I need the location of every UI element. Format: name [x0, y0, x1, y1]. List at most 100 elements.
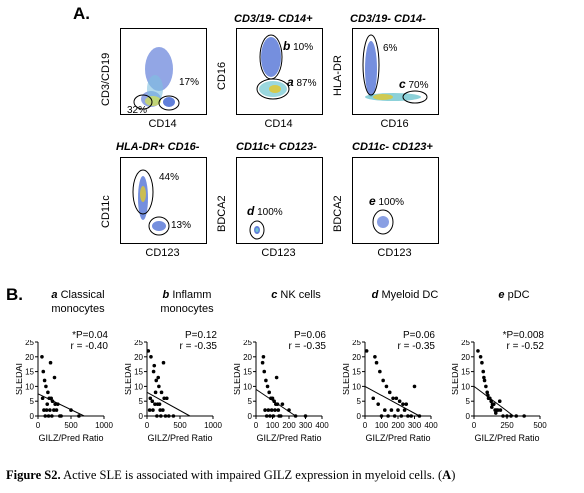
data-point — [397, 399, 402, 403]
data-point — [373, 355, 377, 359]
y-tick-label: 0 — [139, 412, 144, 421]
gate-ellipse — [249, 220, 265, 240]
figure-caption: Figure S2. Active SLE is associated with… — [6, 468, 456, 482]
data-point — [270, 396, 275, 401]
scatter-title-letter: d — [371, 289, 379, 301]
data-point — [371, 396, 376, 401]
x-tick-label: 1000 — [95, 421, 113, 430]
gate-ellipse — [158, 95, 180, 111]
x-tick-label: 100 — [266, 421, 280, 430]
data-point — [271, 414, 276, 418]
data-point — [158, 408, 162, 412]
flow-plot-3-xlabel: CD16 — [380, 118, 409, 130]
x-axis-label: GILZ/Pred Ratio — [365, 433, 430, 443]
y-tick-label: 25 — [25, 340, 34, 347]
data-point — [41, 369, 46, 374]
flow-plot-5-gate-d: d 100% — [247, 204, 283, 218]
data-point — [498, 408, 503, 412]
flow-plot-2: b 10% a 87% — [236, 28, 323, 115]
y-tick-label: 10 — [25, 382, 34, 391]
x-tick-label: 0 — [36, 421, 41, 430]
x-tick-label: 1000 — [204, 421, 222, 430]
x-tick-label: 500 — [533, 421, 547, 430]
data-point — [149, 355, 153, 359]
y-axis-label: SLEDAI — [452, 363, 460, 395]
panel-a-label: A. — [73, 4, 90, 23]
flow-plot-1: 17% 32% — [120, 28, 207, 115]
data-point — [159, 390, 164, 395]
x-axis-label: GILZ/Pred Ratio — [38, 433, 103, 443]
r-value: r = -0.35 — [288, 341, 326, 352]
data-point — [394, 396, 399, 401]
p-value: *P=0.04 — [72, 330, 108, 341]
scatter-title-text: Classical monocytes — [51, 289, 105, 315]
data-point — [273, 408, 277, 412]
y-tick-label: 5 — [466, 397, 471, 406]
data-point — [265, 384, 270, 389]
data-point — [153, 402, 157, 406]
scatter-e-title: e pDC — [464, 288, 564, 302]
data-point — [171, 414, 176, 418]
data-point — [401, 402, 405, 406]
flow-plot-3-ylabel: HLA-DR — [332, 55, 344, 96]
x-tick-label: 0 — [363, 421, 368, 430]
flow-plot-6-ylabel: BDCA2 — [332, 195, 344, 232]
flow-plot-4: 44% 13% — [120, 157, 207, 244]
y-tick-label: 15 — [243, 368, 252, 377]
data-point — [262, 369, 267, 374]
flow-plot-5-title: CD11c+ CD123- — [236, 141, 317, 153]
flow-plot-2-gate-b: b 10% — [283, 39, 314, 53]
y-tick-label: 20 — [25, 353, 34, 362]
data-point — [50, 414, 54, 418]
flow-plot-4-scatter — [132, 169, 170, 236]
data-point — [485, 390, 489, 395]
data-point — [376, 402, 380, 406]
scatter-title-text: Myeloid DC — [378, 289, 439, 301]
data-point — [478, 355, 483, 359]
data-point — [264, 414, 269, 418]
data-point — [492, 402, 496, 406]
gate-ellipse — [402, 90, 428, 104]
data-point — [493, 411, 498, 415]
flow-plot-6-title: CD11c- CD123+ — [352, 141, 433, 153]
r-value: r = -0.35 — [397, 341, 435, 352]
regression-line — [37, 393, 85, 417]
y-tick-label: 5 — [139, 397, 144, 406]
x-tick-label: 500 — [173, 421, 187, 430]
x-tick-label: 100 — [375, 421, 389, 430]
x-tick-label: 200 — [391, 421, 405, 430]
data-point — [484, 384, 488, 389]
panel-b-label: B. — [6, 285, 23, 304]
flow-plot-1-scatter — [133, 47, 180, 111]
data-point — [52, 375, 57, 380]
flow-plot-5-scatter — [249, 220, 265, 240]
x-tick-label: 0 — [254, 421, 259, 430]
data-point — [266, 408, 271, 412]
data-point — [153, 390, 158, 395]
data-point — [147, 408, 152, 412]
data-point — [409, 414, 413, 418]
regression-line — [146, 391, 191, 417]
data-point — [404, 402, 409, 406]
data-point — [44, 384, 48, 389]
data-point — [482, 378, 487, 383]
data-point — [59, 414, 63, 418]
gate-ellipse — [132, 169, 154, 215]
data-point — [406, 414, 410, 418]
data-point — [45, 402, 50, 406]
data-point — [260, 360, 265, 365]
data-point — [514, 414, 519, 418]
data-point — [161, 408, 165, 412]
data-point — [417, 414, 422, 418]
flow-plot-6-xlabel: CD123 — [377, 247, 412, 259]
data-point — [402, 408, 407, 412]
flow-plot-4-gate-1-pct: 44% — [159, 172, 180, 183]
y-tick-label: 15 — [25, 368, 34, 377]
flow-plot-6-scatter — [372, 209, 394, 235]
data-point — [263, 408, 267, 412]
r-value: r = -0.52 — [506, 341, 544, 352]
data-point — [148, 396, 153, 401]
data-point — [378, 369, 382, 374]
x-tick-label: 300 — [408, 421, 422, 430]
